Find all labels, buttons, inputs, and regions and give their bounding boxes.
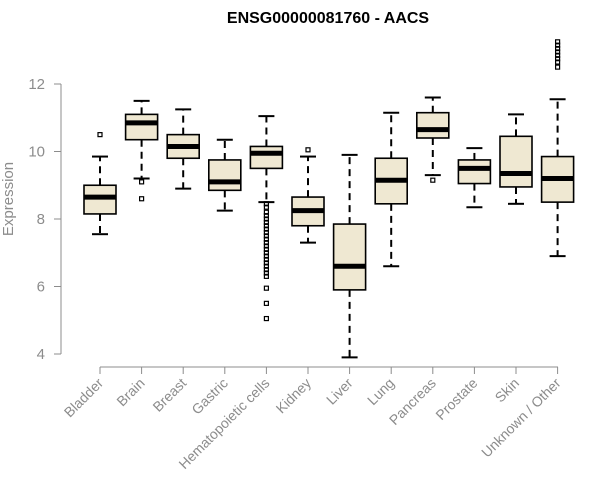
outlier-point [263,216,269,222]
outlier-point [263,253,269,259]
outlier-point [554,49,561,55]
outlier-point [263,223,269,229]
iqr-box [332,223,367,291]
box-bladder [83,132,117,236]
iqr-box [124,113,159,141]
iqr-box [208,159,242,192]
x-tick-label-brain: Brain [113,375,147,409]
x-tick-label-breast: Breast [149,375,189,415]
outlier-point [139,179,145,185]
box-skin [499,113,533,205]
outlier-point [97,132,103,138]
y-tick-label: 8 [37,211,45,228]
iqr-box [83,184,117,215]
x-tick-label-skin: Skin [492,375,523,406]
outlier-point [263,250,269,256]
x-tick-label-unknown-other: Unknown / Other [478,375,564,461]
box-kidney [291,147,325,244]
outlier-point [263,204,269,210]
outlier-point [263,229,269,236]
outlier-point [263,285,269,291]
iqr-box [415,111,450,139]
outlier-point [263,236,269,242]
box-lung [374,111,409,268]
outlier-point [263,226,269,232]
x-tick-label-kidney: Kidney [273,375,315,417]
box-prostate [457,147,492,209]
outlier-point [263,213,269,219]
y-axis-ticks: 4 6 8 10 12 [28,76,61,363]
box-gastric [208,138,242,212]
outlier-point [430,177,436,183]
outlier-point [263,219,269,225]
box-brain [124,99,159,202]
y-tick-label: 10 [28,144,45,161]
outlier-point [554,64,561,70]
x-tick-label-prostate: Prostate [432,375,480,423]
outlier-point [554,42,561,48]
outlier-point [263,263,269,269]
boxes-group [83,39,575,359]
outlier-point [263,315,269,322]
outlier-point [554,52,561,58]
outlier-point [263,243,269,249]
box-liver [332,153,367,359]
x-tick-label-lung: Lung [364,375,397,408]
x-tick-label-liver: Liver [323,375,356,408]
outlier-point [305,147,311,153]
outlier-point [263,300,269,306]
outlier-point [263,256,269,263]
outlier-point [554,39,561,45]
x-tick-label-bladder: Bladder [61,375,107,421]
iqr-box [249,145,284,170]
outlier-point [263,233,269,239]
iqr-box [457,159,492,185]
y-axis-label: Expression [0,162,17,236]
y-tick-label: 4 [37,346,45,363]
y-tick-label: 6 [37,279,45,296]
outlier-point [554,45,561,52]
box-unknown-other [540,39,575,258]
outlier-point [263,209,269,215]
outlier-point [263,201,269,207]
outlier-point [263,260,269,266]
outlier-point [263,240,269,246]
outlier-point [263,267,269,273]
iqr-box [499,135,533,188]
outlier-point [554,59,561,65]
box-pancreas [415,96,450,183]
box-breast [166,108,200,190]
box-hematopoietic-cells [249,115,284,322]
outlier-point [263,246,269,252]
chart-title: ENSG00000081760 - AACS [227,10,430,27]
outlier-point [263,270,269,276]
outlier-point [263,273,269,279]
outlier-point [554,56,561,62]
y-tick-label: 12 [28,76,45,93]
outlier-point [139,196,145,202]
